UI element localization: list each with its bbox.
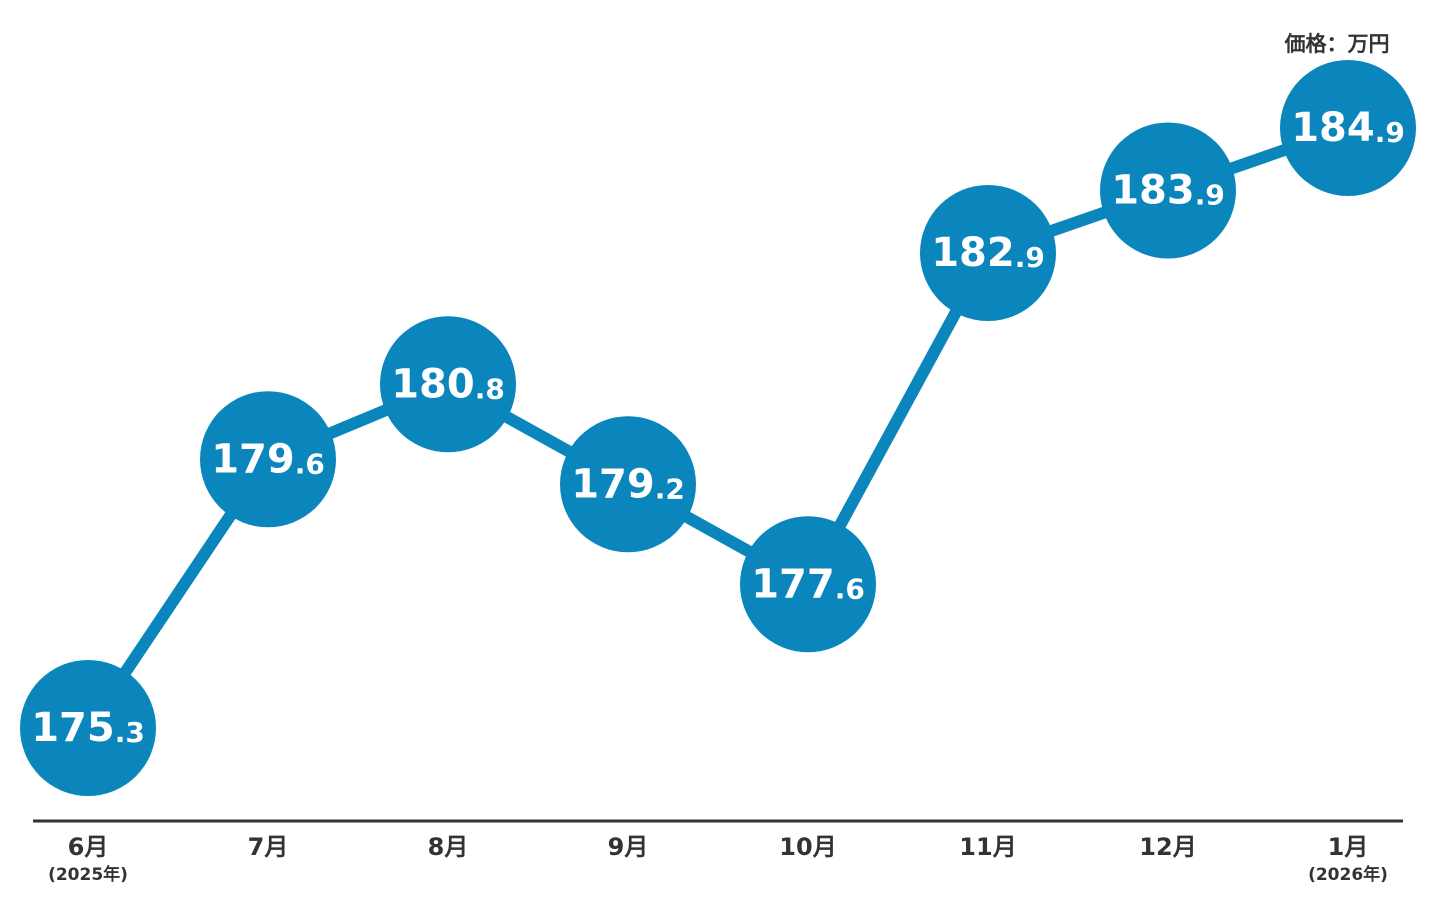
x-sublabel: (2026年)	[1308, 864, 1388, 885]
point	[560, 416, 696, 553]
x-tick-label: 12月	[1139, 833, 1196, 861]
data-label: 177.6	[751, 561, 865, 607]
data-label: 182.9	[931, 230, 1045, 276]
point	[920, 185, 1056, 321]
x-tick-label: 6月	[68, 833, 109, 861]
x-tick-label: 9月	[608, 833, 649, 861]
unit-label: 価格：万円	[1284, 32, 1390, 56]
point	[740, 516, 876, 653]
point	[20, 660, 156, 796]
data-label: 183.9	[1111, 168, 1225, 214]
data-label: 179.2	[571, 461, 685, 507]
point	[1100, 122, 1236, 259]
data-label: 184.9	[1291, 105, 1405, 151]
x-tick-label: 1月	[1328, 833, 1369, 861]
data-label: 175.3	[31, 705, 145, 751]
x-tick-label: 10月	[779, 833, 836, 861]
x-tick-label: 8月	[428, 833, 469, 861]
data-label: 180.8	[391, 361, 505, 407]
point	[1280, 60, 1416, 196]
data-label: 179.6	[211, 436, 325, 482]
x-tick-label: 11月	[959, 833, 1016, 861]
x-sublabel: (2025年)	[48, 864, 128, 885]
point	[200, 391, 336, 528]
point	[380, 316, 516, 453]
x-tick-label: 7月	[248, 833, 289, 861]
